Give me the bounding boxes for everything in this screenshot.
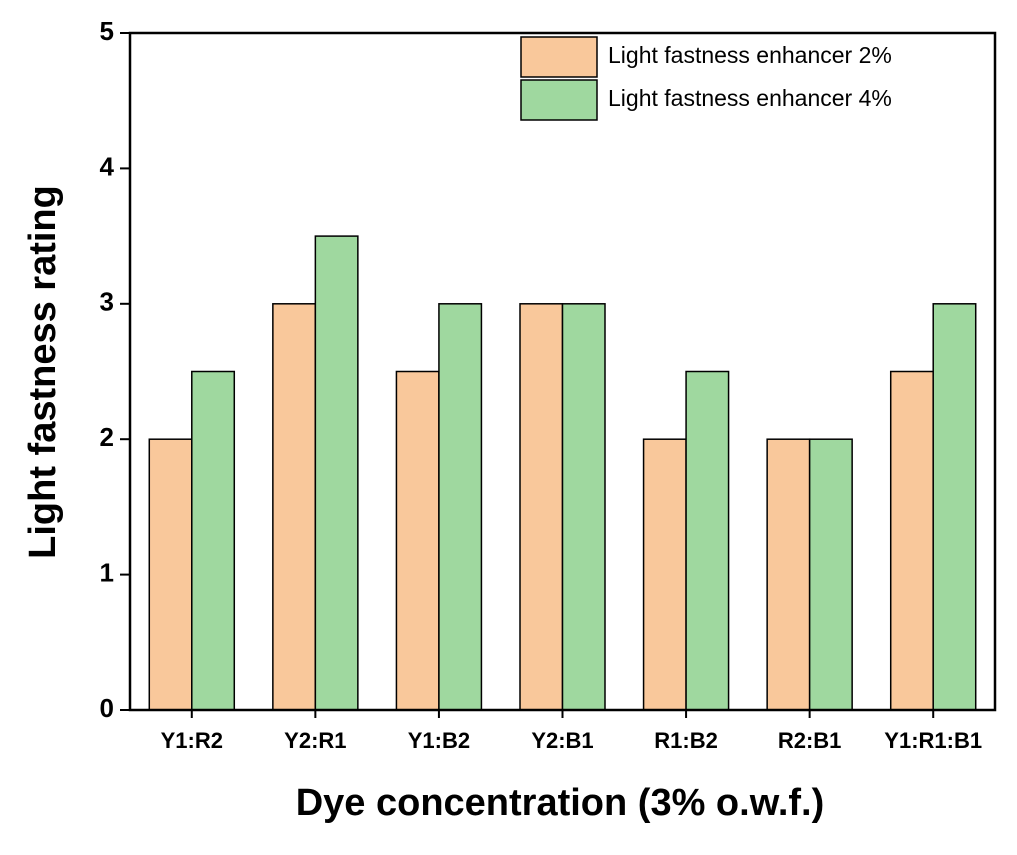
y-tick-label: 2 (100, 422, 114, 452)
y-tick-label: 3 (100, 287, 114, 317)
bar (438, 303, 483, 711)
bar (272, 303, 317, 711)
bar (685, 370, 730, 711)
y-tick-label: 4 (100, 151, 115, 181)
legend-label: Light fastness enhancer 2% (608, 42, 892, 68)
bar (889, 370, 934, 711)
bar (191, 370, 236, 711)
x-tick-label: Y1:R1:B1 (884, 728, 982, 753)
legend-swatch (520, 79, 598, 121)
bar (932, 303, 977, 711)
x-axis-label: Dye concentration (3% o.w.f.) (296, 782, 825, 824)
bar (519, 303, 564, 711)
y-axis-label: Light fastness rating (22, 185, 64, 559)
plot-frame (128, 31, 997, 712)
x-tick-label: Y2:R1 (284, 728, 346, 753)
legend-label: Light fastness enhancer 4% (608, 85, 892, 111)
y-tick-label: 0 (100, 693, 114, 723)
x-tick-label: R2:B1 (778, 728, 842, 753)
x-tick-label: Y1:R2 (161, 728, 223, 753)
bar (808, 438, 853, 711)
y-tick-label: 1 (100, 557, 114, 587)
bar (314, 235, 359, 711)
bar (766, 438, 811, 711)
bar (642, 438, 687, 711)
legend-swatch (520, 36, 598, 78)
x-tick-label: R1:B2 (654, 728, 718, 753)
y-tick-label: 5 (100, 16, 114, 46)
x-tick-label: Y1:B2 (408, 728, 470, 753)
bar (148, 438, 193, 711)
bar (395, 370, 440, 711)
x-tick-label: Y2:B1 (531, 728, 593, 753)
bar (561, 303, 606, 711)
